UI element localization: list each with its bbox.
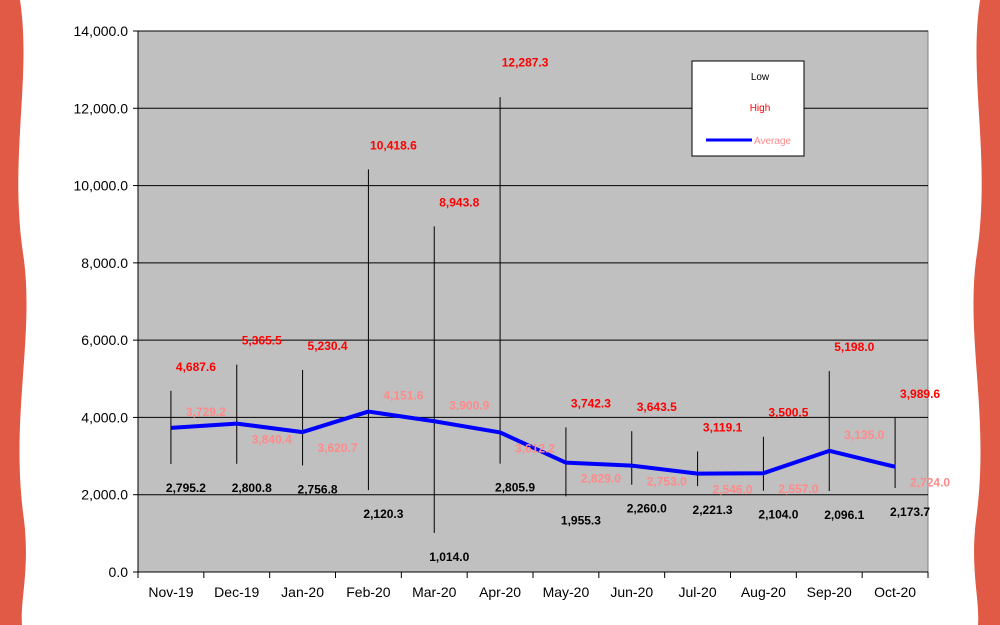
average-label: 3,840.4 <box>252 433 292 447</box>
data-labels: 4,687.6 5,365.5 5,230.4 10,418.6 8,943.8 12,2… <box>166 56 951 564</box>
low-label: 2,221.3 <box>693 503 733 517</box>
left-border-decoration <box>0 0 27 625</box>
average-line <box>170 409 896 476</box>
high-label: 5,230.4 <box>308 339 348 353</box>
average-label: 2,557.0 <box>778 482 818 496</box>
x-tick-label: Oct-20 <box>874 584 916 600</box>
high-label: 8,943.8 <box>439 195 479 209</box>
low-label: 2,756.8 <box>298 482 338 496</box>
x-axis: Nov-19 Dec-19 Jan-20 Feb-20 Mar-20 Apr-20 May-… <box>137 571 929 600</box>
x-tick-label: Nov-19 <box>148 584 193 600</box>
legend: Low High Average <box>691 60 805 157</box>
average-label: 3,729.2 <box>186 405 226 419</box>
low-label: 2,120.3 <box>363 507 403 521</box>
y-tick-label: 4,000.0 <box>81 409 128 425</box>
low-label: 2,096.1 <box>824 508 864 522</box>
x-tick-label: Jun-20 <box>610 584 653 600</box>
x-tick-label: Mar-20 <box>412 584 457 600</box>
average-label: 4,151.6 <box>383 389 423 403</box>
low-label: 2,795.2 <box>166 481 206 495</box>
high-label: 3,500.5 <box>768 406 808 420</box>
y-tick-label: 14,000.0 <box>74 23 129 39</box>
low-label: 2,260.0 <box>627 502 667 516</box>
average-label: 3,900.9 <box>449 398 489 412</box>
x-tick-label: Sep-20 <box>807 584 852 600</box>
y-tick-label: 2,000.0 <box>81 487 128 503</box>
average-label: 2,546.0 <box>713 483 753 497</box>
y-tick-label: 6,000.0 <box>81 332 128 348</box>
low-label: 2,800.8 <box>232 481 272 495</box>
x-tick-label: Jul-20 <box>679 584 717 600</box>
y-tick-label: 10,000.0 <box>74 178 129 194</box>
average-label: 2,829.0 <box>581 472 621 486</box>
high-label: 10,418.6 <box>370 138 417 152</box>
high-label: 3,742.3 <box>571 396 611 410</box>
high-label: 12,287.3 <box>502 56 549 70</box>
y-tick-label: 0.0 <box>109 564 129 580</box>
x-tick-label: May-20 <box>543 584 590 600</box>
x-tick-label: Feb-20 <box>346 584 391 600</box>
high-label: 5,365.5 <box>242 334 282 348</box>
legend-label-high: High <box>750 103 771 114</box>
high-label: 4,687.6 <box>176 360 216 374</box>
y-axis: 0.0 2,000.0 4,000.0 6,000.0 8,000.0 10,000.0 1… <box>74 23 139 580</box>
average-series <box>170 409 896 476</box>
high-label: 3,643.5 <box>637 400 677 414</box>
low-label: 1,955.3 <box>561 513 601 527</box>
average-label: 3,612.2 <box>515 441 555 455</box>
high-label: 5,198.0 <box>834 340 874 354</box>
low-label: 2,173.7 <box>890 505 930 519</box>
average-label: 3,135.0 <box>844 428 884 442</box>
x-tick-label: Aug-20 <box>741 584 786 600</box>
high-label: 3,989.6 <box>900 387 940 401</box>
x-tick-label: Dec-19 <box>214 584 259 600</box>
legend-label-average: Average <box>754 136 792 147</box>
gridlines <box>138 30 928 496</box>
average-label: 3,620.7 <box>318 441 358 455</box>
legend-label-low: Low <box>751 72 770 83</box>
x-tick-label: Apr-20 <box>479 584 521 600</box>
right-border-decoration <box>973 0 1000 625</box>
low-label: 2,104.0 <box>758 508 798 522</box>
high-label: 3,119.1 <box>703 420 743 434</box>
low-label: 2,805.9 <box>495 481 535 495</box>
y-tick-label: 12,000.0 <box>74 100 129 116</box>
y-tick-label: 8,000.0 <box>81 255 128 271</box>
average-label: 2,724.0 <box>910 476 950 490</box>
low-label: 1,014.0 <box>429 550 469 564</box>
average-label: 2,753.0 <box>647 475 687 489</box>
x-tick-label: Jan-20 <box>281 584 324 600</box>
